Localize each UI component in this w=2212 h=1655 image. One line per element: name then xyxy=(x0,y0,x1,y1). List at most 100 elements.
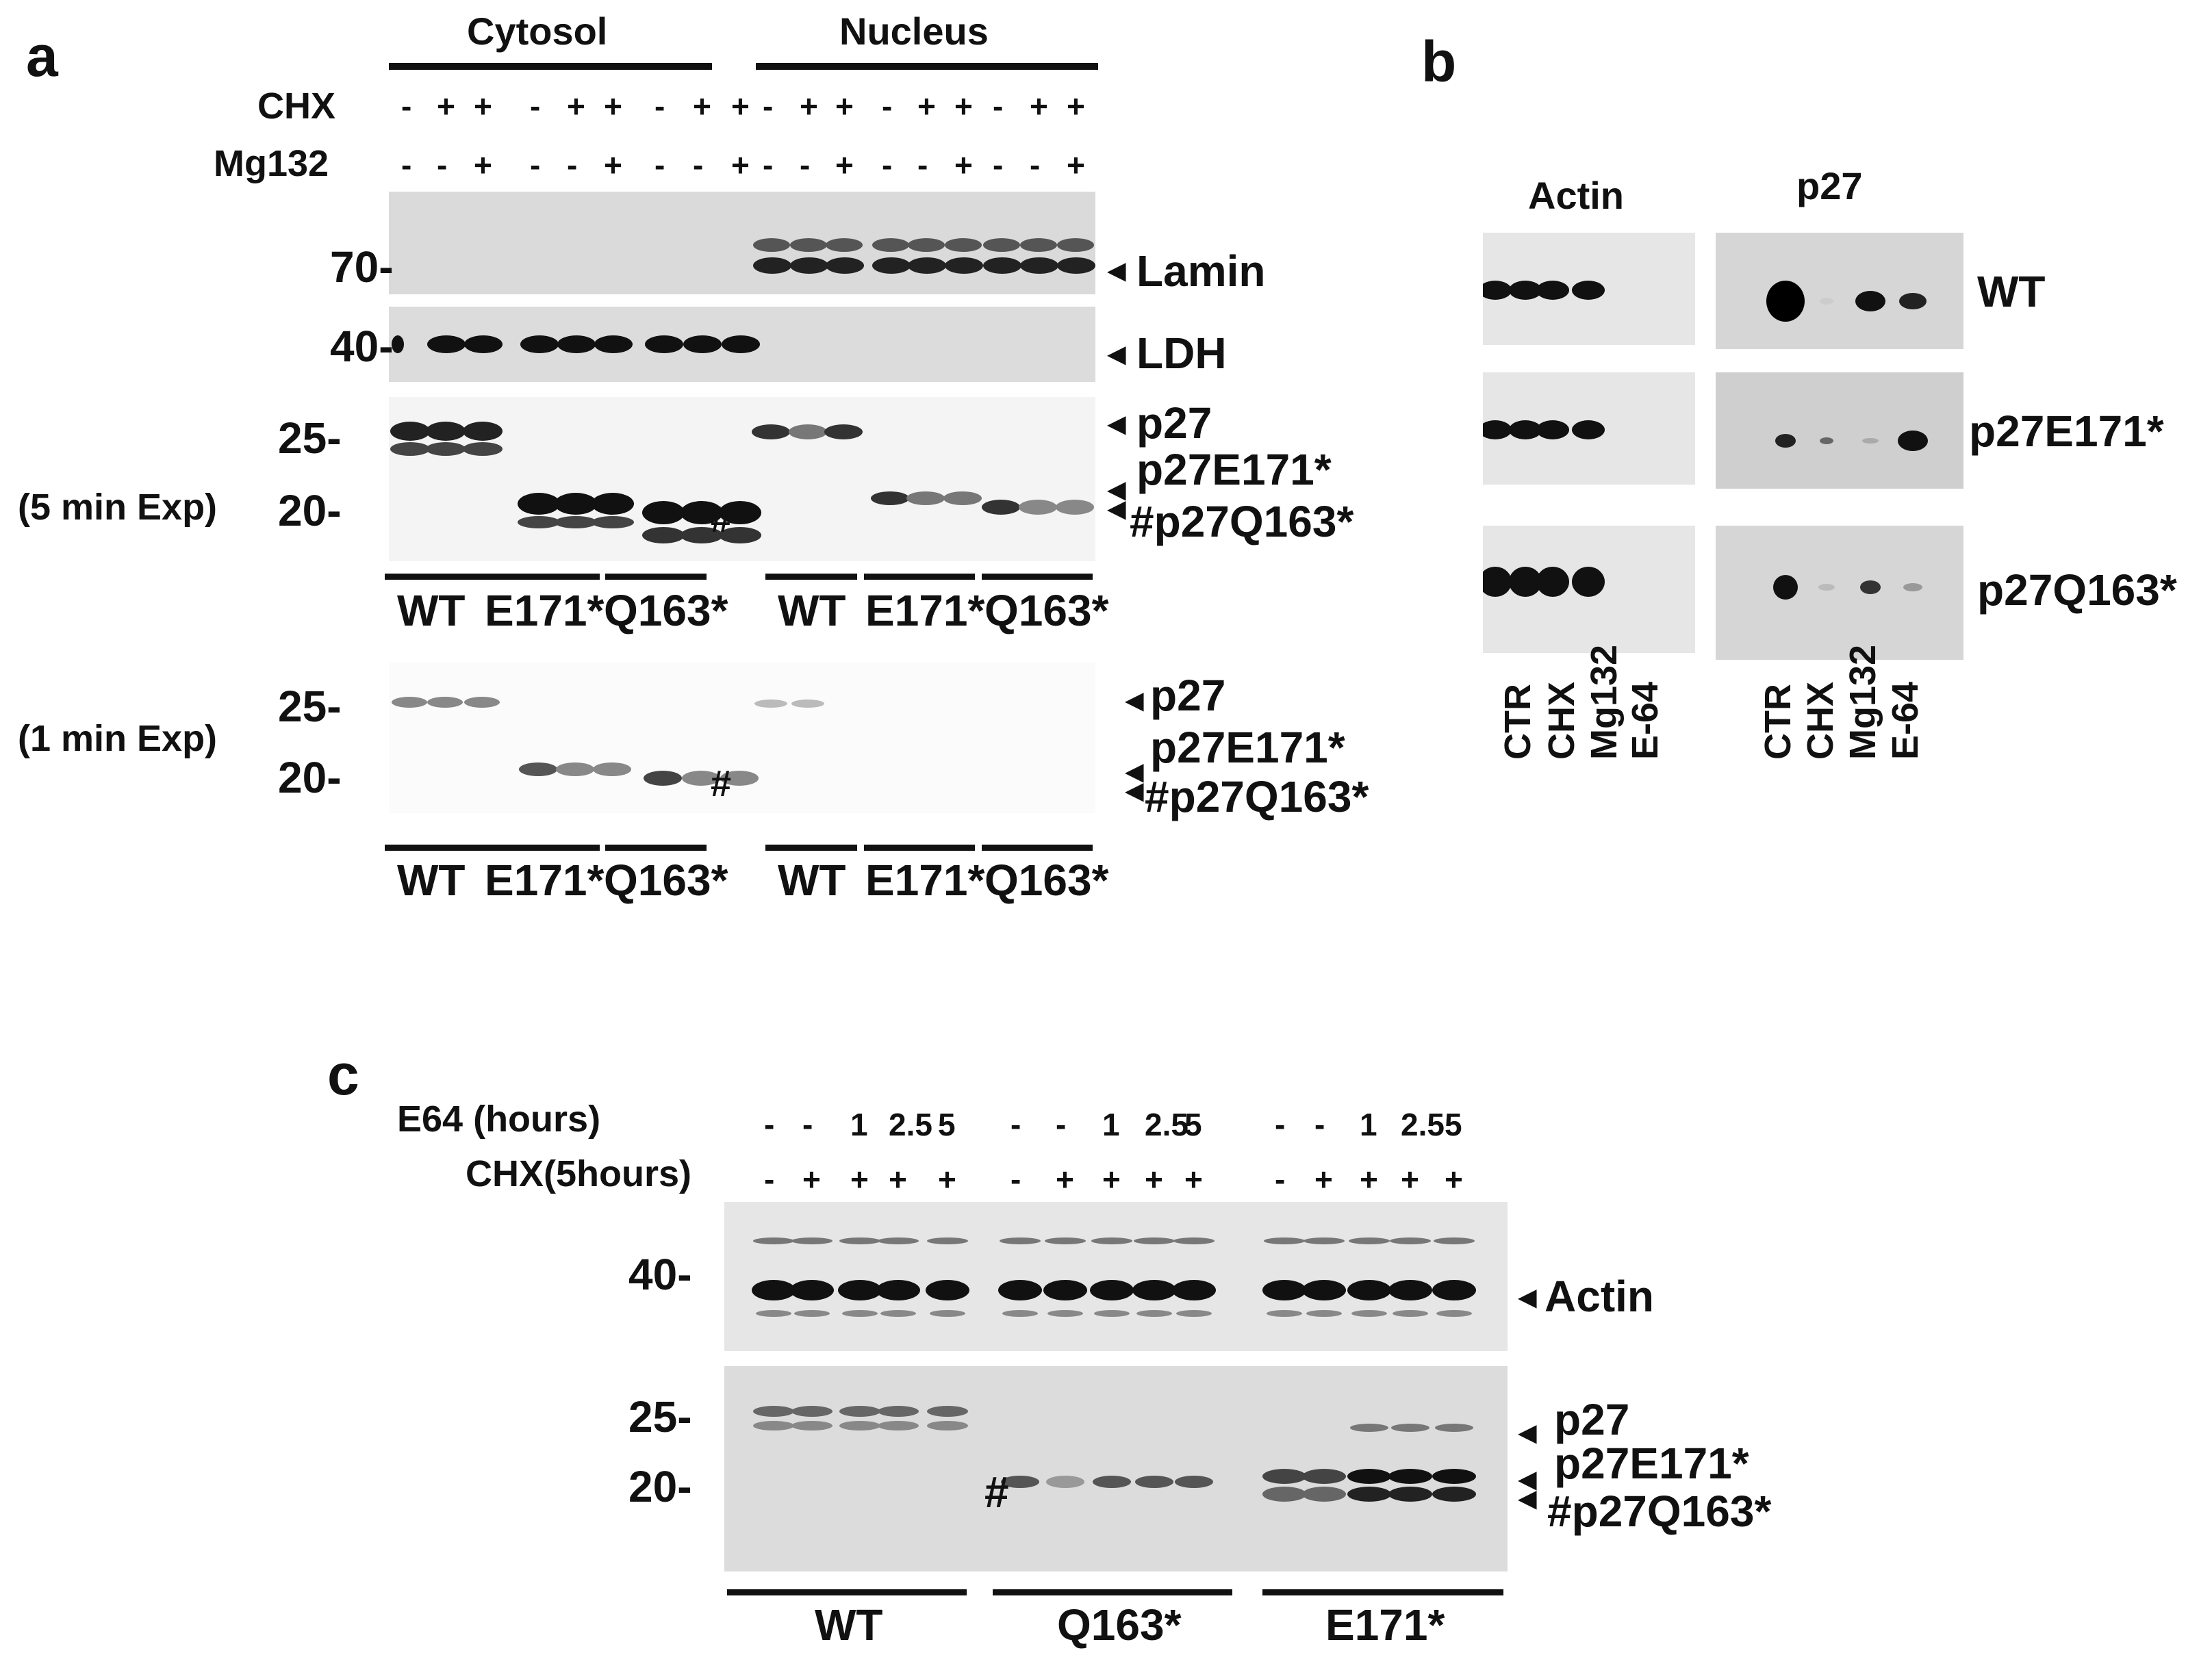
panel-c-actin-band xyxy=(1432,1280,1476,1300)
panel-c-p27-q163-band xyxy=(1046,1476,1084,1488)
nucleus-bar xyxy=(756,63,1098,70)
marker-25-5min: 25- xyxy=(278,413,342,463)
panel-b-p27-band xyxy=(1903,583,1922,591)
lamin-band-lower xyxy=(826,257,864,274)
group-label: Q163* xyxy=(604,586,728,635)
mg132-sign: - xyxy=(530,147,541,183)
panel-b-p27-band xyxy=(1773,575,1798,600)
chx-sign: - xyxy=(530,88,541,124)
chx-5h-value: + xyxy=(802,1162,821,1197)
chx-sign: - xyxy=(654,88,665,124)
p27-e171-nuc-band xyxy=(943,491,982,505)
q163-label-1min: #p27Q163* xyxy=(1145,772,1369,821)
marker-70: 70- xyxy=(330,242,394,292)
ldh-band xyxy=(520,335,559,353)
panel-c-p27-e171-band xyxy=(1388,1469,1432,1484)
ldh-band xyxy=(464,335,503,353)
lamin-band-lower xyxy=(945,257,983,274)
panel-b-row-e171: p27E171* xyxy=(1969,407,2164,456)
p27-q163-band xyxy=(642,501,685,524)
chx-sign: + xyxy=(474,88,492,124)
mg132-sign: - xyxy=(654,147,665,183)
p27-e171-band xyxy=(555,493,597,515)
mg132-sign: - xyxy=(882,147,893,183)
mg132-sign: - xyxy=(1030,147,1041,183)
chx-sign: - xyxy=(401,88,412,124)
ldh-band xyxy=(427,335,466,353)
panel-b-lane-label: E-64 xyxy=(1885,681,1926,760)
panel-c-actin-lower-band xyxy=(1267,1310,1302,1317)
panel-c-actin-lower-band xyxy=(930,1310,965,1317)
group-bar xyxy=(765,574,857,580)
lamin-band-upper xyxy=(872,238,909,252)
p27-e171-nuc-band xyxy=(906,491,945,505)
panel-c-p27-e171-upper-band xyxy=(1435,1424,1473,1432)
panel-b-actin-band xyxy=(1536,281,1569,300)
ldh-band xyxy=(645,335,683,353)
group-bar xyxy=(385,845,492,851)
panel-c-actin-upper-band xyxy=(791,1237,832,1244)
panel-c-group-bar xyxy=(727,1589,967,1595)
lamin-band-upper xyxy=(753,238,790,252)
panel-b-actin-blot xyxy=(1483,372,1695,485)
cytosol-bar xyxy=(389,63,712,70)
panel-b-p27-band xyxy=(1820,298,1833,305)
group-bar xyxy=(605,845,707,851)
panel-c-p27-e171-band-lower xyxy=(1388,1487,1432,1502)
hash-mark-1min: # xyxy=(711,763,732,804)
panel-c-actin-lower-band xyxy=(1047,1310,1083,1317)
panel-b-lane-label: Mg132 xyxy=(1842,644,1883,760)
p27-label-5min: p27 xyxy=(1136,398,1212,448)
p27-e171-nuc-band xyxy=(871,491,909,505)
panel-c-actin-lower-band xyxy=(842,1310,878,1317)
lamin-band-upper xyxy=(790,238,827,252)
panel-b-actin-band xyxy=(1483,281,1512,300)
panel-c-actin-lower-band xyxy=(1436,1310,1472,1317)
panel-c-p27-wt-band-lower xyxy=(927,1421,968,1431)
lamin-band-upper xyxy=(1057,238,1094,252)
q163-arrow-c-icon: ◄ xyxy=(1512,1480,1543,1516)
p27-1min-blot xyxy=(389,663,1095,813)
panel-c-group-label: E171* xyxy=(1325,1600,1445,1650)
group-bar xyxy=(485,574,600,580)
p27-q163-nuc-band xyxy=(982,500,1020,515)
panel-c-actin-band xyxy=(1043,1280,1087,1300)
panel-b-actin-band xyxy=(1483,567,1512,597)
group-label: E171* xyxy=(865,586,985,635)
panel-b-actin-band xyxy=(1572,281,1605,300)
panel-c-actin-upper-band xyxy=(927,1237,968,1244)
e64-value: 2.5 xyxy=(1401,1107,1445,1142)
actin-label-c: Actin xyxy=(1544,1272,1654,1321)
group-bar xyxy=(864,574,975,580)
panel-b-lane-label: CHX xyxy=(1541,681,1582,760)
panel-c-p27-wt-band-lower xyxy=(753,1421,794,1431)
chx-sign: - xyxy=(763,88,774,124)
panel-b-lane-label: CTR xyxy=(1497,684,1538,760)
lamin-band-upper xyxy=(1020,238,1057,252)
chx-sign: + xyxy=(1067,88,1085,124)
lamin-band-upper xyxy=(908,238,945,252)
panel-c-actin-band xyxy=(1388,1280,1432,1300)
p27-wt-band-1min xyxy=(392,697,427,708)
panel-b-lane-label: Mg132 xyxy=(1584,644,1625,760)
panel-b-row-wt: WT xyxy=(1977,267,2046,316)
panel-c-p27-wt-band xyxy=(753,1406,794,1417)
lamin-band-lower xyxy=(908,257,946,274)
panel-a-letter: a xyxy=(26,24,58,88)
lamin-band-lower xyxy=(872,257,911,274)
panel-c-actin-lower-band xyxy=(1002,1310,1038,1317)
p27-wt-band-lower xyxy=(390,442,430,456)
mg132-sign: - xyxy=(763,147,774,183)
p27-e171-band-lower xyxy=(518,516,560,528)
e64-row-label: E64 (hours) xyxy=(397,1099,601,1140)
p27-e171-band xyxy=(518,493,560,515)
panel-b-actin-band xyxy=(1572,567,1605,597)
panel-c-actin-lower-band xyxy=(1176,1310,1212,1317)
p27-q163-band-1min xyxy=(644,771,682,786)
mg132-sign: - xyxy=(401,147,412,183)
chx-sign: + xyxy=(437,88,455,124)
panel-c-actin-band xyxy=(926,1280,969,1300)
panel-b-lane-label: CTR xyxy=(1757,684,1798,760)
q163-arrow-1min-icon: ◄ xyxy=(1119,773,1150,808)
p27-wt-band xyxy=(390,422,430,441)
